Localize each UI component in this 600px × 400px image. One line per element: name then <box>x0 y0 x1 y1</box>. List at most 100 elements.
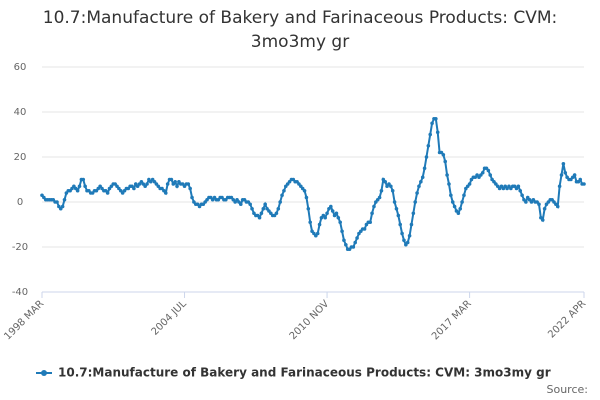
point <box>557 184 562 189</box>
point <box>315 231 320 236</box>
point <box>368 220 373 225</box>
point <box>353 240 357 245</box>
point <box>329 204 333 209</box>
point <box>420 175 425 180</box>
point <box>169 177 174 182</box>
point <box>186 182 191 186</box>
point <box>336 215 341 220</box>
point <box>344 242 348 247</box>
point <box>488 173 493 177</box>
point <box>398 222 403 227</box>
point <box>415 191 419 195</box>
point <box>407 233 412 238</box>
point <box>383 179 388 184</box>
point <box>60 204 65 209</box>
point <box>165 182 170 186</box>
y-tick-label: 40 <box>14 107 27 118</box>
point <box>462 193 466 198</box>
point <box>77 184 82 189</box>
point <box>458 206 463 211</box>
point <box>434 116 438 121</box>
point <box>379 188 384 193</box>
x-tick-label: 2004 JUL <box>150 298 190 338</box>
chart-title: 10.7:Manufacture of Bakery and Farinaceo… <box>42 8 558 52</box>
point <box>323 215 327 220</box>
point <box>516 184 521 189</box>
point <box>145 182 149 186</box>
point <box>396 213 401 218</box>
point <box>456 211 461 216</box>
point <box>62 197 67 202</box>
point <box>430 121 434 126</box>
x-tick-label: 2022 APR <box>546 298 588 340</box>
point <box>334 211 339 216</box>
point <box>413 200 418 204</box>
point <box>390 188 395 193</box>
point <box>400 231 404 236</box>
point <box>449 193 453 198</box>
point <box>443 159 448 164</box>
point <box>377 195 382 200</box>
legend-label: 10.7:Manufacture of Bakery and Farinaceo… <box>58 366 551 380</box>
point <box>317 222 322 227</box>
point <box>280 193 284 198</box>
point <box>355 236 359 240</box>
point <box>450 200 455 204</box>
point <box>402 238 406 243</box>
point <box>542 206 547 211</box>
y-tick-label: 20 <box>14 152 27 163</box>
point <box>55 200 59 204</box>
point <box>340 229 344 234</box>
point <box>274 211 279 216</box>
point <box>330 209 335 213</box>
point <box>248 202 252 207</box>
point <box>563 170 568 175</box>
point <box>467 182 472 186</box>
x-tick-label: 2017 MAR <box>430 298 474 342</box>
x-tick-label: 1998 MAR <box>2 298 46 342</box>
y-tick-label: -40 <box>12 287 28 298</box>
point <box>540 218 545 222</box>
point <box>561 161 566 166</box>
point <box>257 215 262 220</box>
point <box>417 184 421 189</box>
point <box>338 220 342 225</box>
y-tick-label: 60 <box>14 62 27 73</box>
point <box>424 155 429 159</box>
point <box>372 204 376 209</box>
point <box>428 132 433 137</box>
legend-marker <box>41 370 47 376</box>
point <box>238 202 243 207</box>
point <box>389 184 393 189</box>
point <box>518 188 523 193</box>
point <box>282 188 286 193</box>
point <box>105 191 110 195</box>
x-tick-label: 2010 NOV <box>288 298 332 342</box>
point <box>452 204 457 209</box>
point <box>435 130 440 135</box>
point <box>524 200 528 204</box>
point <box>537 202 541 207</box>
point <box>304 195 309 200</box>
point <box>445 173 449 177</box>
point <box>261 206 266 211</box>
point <box>132 186 136 191</box>
point <box>578 177 583 182</box>
point <box>278 200 282 204</box>
point <box>83 184 87 189</box>
series-line <box>41 117 584 251</box>
point <box>175 184 179 189</box>
point <box>559 173 564 177</box>
point <box>422 166 427 171</box>
point <box>325 211 329 216</box>
point <box>75 188 80 193</box>
point <box>306 206 311 211</box>
point <box>405 240 410 245</box>
point <box>426 143 431 148</box>
point <box>308 220 312 225</box>
point <box>582 182 586 186</box>
point <box>173 179 177 184</box>
y-tick-label: 0 <box>17 197 23 208</box>
